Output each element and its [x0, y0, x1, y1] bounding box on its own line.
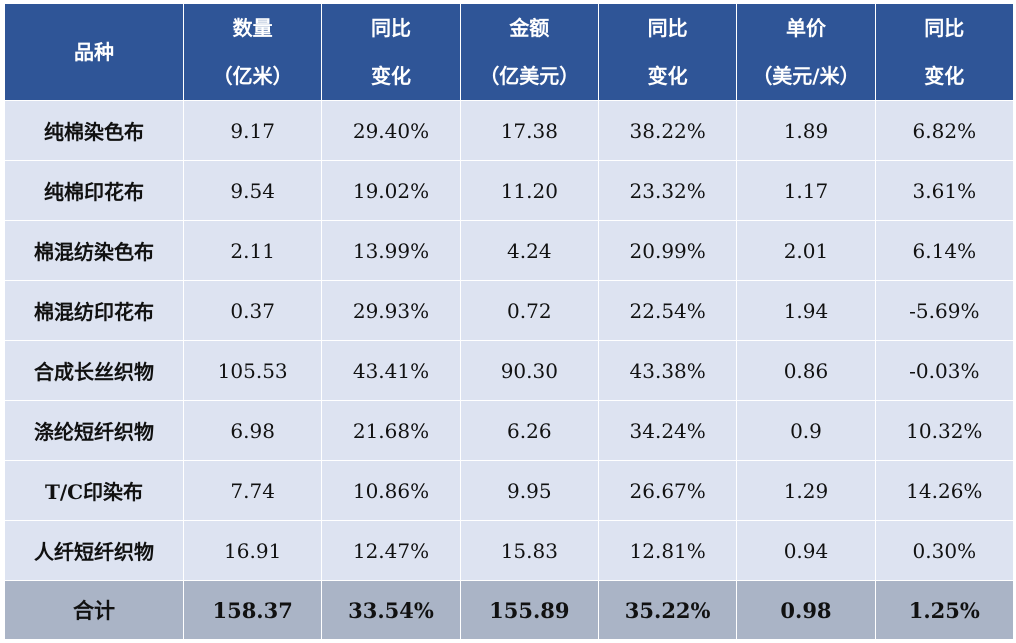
cell-quantity-yoy: 21.68%	[321, 400, 461, 461]
cell-amount: 17.38	[459, 100, 599, 161]
cell-variety: 纯棉印花布	[4, 160, 184, 221]
total-price-yoy: 1.25%	[874, 580, 1014, 640]
total-label: 合计	[4, 580, 184, 640]
header-amount: 金额 （亿美元）	[459, 3, 599, 101]
cell-price-yoy: -5.69%	[874, 280, 1014, 341]
cell-price-yoy: 3.61%	[874, 160, 1014, 221]
cell-quantity: 16.91	[182, 520, 323, 581]
header-quantity: 数量 （亿米）	[182, 3, 323, 101]
cell-variety: 棉混纺印花布	[4, 280, 184, 341]
header-unit-price-unit: （美元/米）	[752, 64, 860, 88]
cell-amount-yoy: 12.81%	[597, 520, 738, 581]
cell-quantity-yoy: 10.86%	[321, 460, 461, 521]
header-amount-yoy-label: 同比	[647, 16, 688, 40]
table-row: 棉混纺染色布 2.11 13.99% 4.24 20.99% 2.01 6.14…	[4, 220, 1014, 281]
cell-amount: 90.30	[459, 340, 599, 401]
table-row: 棉混纺印花布 0.37 29.93% 0.72 22.54% 1.94 -5.6…	[4, 280, 1014, 341]
header-price-yoy-label2: 变化	[924, 64, 965, 88]
cell-unit-price: 0.9	[736, 400, 876, 461]
cell-amount-yoy: 20.99%	[597, 220, 738, 281]
cell-price-yoy: -0.03%	[874, 340, 1014, 401]
cell-amount: 15.83	[459, 520, 599, 581]
cell-amount-yoy: 34.24%	[597, 400, 738, 461]
cell-quantity: 9.17	[182, 100, 323, 161]
cell-price-yoy: 6.82%	[874, 100, 1014, 161]
header-unit-price: 单价 （美元/米）	[736, 3, 876, 101]
header-row: 品种 数量 （亿米） 同比 变化 金额 （亿美元） 同比 变化 单价 （美元/米…	[4, 3, 1014, 101]
header-amount-unit: （亿美元）	[479, 64, 580, 88]
cell-unit-price: 0.86	[736, 340, 876, 401]
total-quantity: 158.37	[182, 580, 323, 640]
header-variety-label: 品种	[74, 40, 114, 64]
cell-amount: 9.95	[459, 460, 599, 521]
table-row: 纯棉印花布 9.54 19.02% 11.20 23.32% 1.17 3.61…	[4, 160, 1014, 221]
cell-quantity-yoy: 29.93%	[321, 280, 461, 341]
table-row: 纯棉染色布 9.17 29.40% 17.38 38.22% 1.89 6.82…	[4, 100, 1014, 161]
header-price-yoy-label: 同比	[924, 16, 965, 40]
total-row: 合计 158.37 33.54% 155.89 35.22% 0.98 1.25…	[4, 580, 1014, 640]
header-amount-label: 金额	[509, 16, 550, 40]
header-price-yoy: 同比 变化	[874, 3, 1014, 101]
cell-quantity: 0.37	[182, 280, 323, 341]
cell-variety: 人纤短纤织物	[4, 520, 184, 581]
cell-quantity: 2.11	[182, 220, 323, 281]
cell-unit-price: 2.01	[736, 220, 876, 281]
header-unit-price-label: 单价	[785, 16, 826, 40]
cell-unit-price: 0.94	[736, 520, 876, 581]
cell-quantity: 6.98	[182, 400, 323, 461]
cell-amount-yoy: 26.67%	[597, 460, 738, 521]
total-amount: 155.89	[459, 580, 599, 640]
cell-unit-price: 1.94	[736, 280, 876, 341]
header-quantity-yoy-label2: 变化	[370, 64, 411, 88]
header-amount-yoy-label2: 变化	[647, 64, 688, 88]
header-quantity-label: 数量	[232, 16, 273, 40]
total-amount-yoy: 35.22%	[597, 580, 738, 640]
cell-price-yoy: 10.32%	[874, 400, 1014, 461]
cell-amount-yoy: 23.32%	[597, 160, 738, 221]
cell-amount: 0.72	[459, 280, 599, 341]
header-variety: 品种	[4, 3, 184, 101]
cell-amount: 11.20	[459, 160, 599, 221]
cell-quantity: 9.54	[182, 160, 323, 221]
cell-price-yoy: 6.14%	[874, 220, 1014, 281]
cell-unit-price: 1.89	[736, 100, 876, 161]
cell-unit-price: 1.29	[736, 460, 876, 521]
cell-variety: 涤纶短纤织物	[4, 400, 184, 461]
fabric-export-table: 品种 数量 （亿米） 同比 变化 金额 （亿美元） 同比 变化 单价 （美元/米…	[4, 3, 1014, 640]
table-row: 合成长丝织物 105.53 43.41% 90.30 43.38% 0.86 -…	[4, 340, 1014, 401]
cell-quantity-yoy: 29.40%	[321, 100, 461, 161]
cell-quantity-yoy: 12.47%	[321, 520, 461, 581]
cell-variety: T/C印染布	[4, 460, 184, 521]
cell-variety: 纯棉染色布	[4, 100, 184, 161]
cell-amount-yoy: 22.54%	[597, 280, 738, 341]
header-amount-yoy: 同比 变化	[597, 3, 738, 101]
header-quantity-yoy-label: 同比	[370, 16, 411, 40]
header-quantity-unit: （亿米）	[212, 64, 293, 88]
table-row: 涤纶短纤织物 6.98 21.68% 6.26 34.24% 0.9 10.32…	[4, 400, 1014, 461]
cell-price-yoy: 14.26%	[874, 460, 1014, 521]
cell-quantity-yoy: 43.41%	[321, 340, 461, 401]
cell-amount-yoy: 38.22%	[597, 100, 738, 161]
total-quantity-yoy: 33.54%	[321, 580, 461, 640]
cell-quantity: 105.53	[182, 340, 323, 401]
cell-quantity-yoy: 13.99%	[321, 220, 461, 281]
table-row: T/C印染布 7.74 10.86% 9.95 26.67% 1.29 14.2…	[4, 460, 1014, 521]
cell-amount: 6.26	[459, 400, 599, 461]
cell-quantity: 7.74	[182, 460, 323, 521]
cell-price-yoy: 0.30%	[874, 520, 1014, 581]
cell-amount-yoy: 43.38%	[597, 340, 738, 401]
total-unit-price: 0.98	[736, 580, 876, 640]
header-quantity-yoy: 同比 变化	[321, 3, 461, 101]
table-row: 人纤短纤织物 16.91 12.47% 15.83 12.81% 0.94 0.…	[4, 520, 1014, 581]
cell-unit-price: 1.17	[736, 160, 876, 221]
cell-variety: 合成长丝织物	[4, 340, 184, 401]
cell-amount: 4.24	[459, 220, 599, 281]
cell-quantity-yoy: 19.02%	[321, 160, 461, 221]
cell-variety: 棉混纺染色布	[4, 220, 184, 281]
